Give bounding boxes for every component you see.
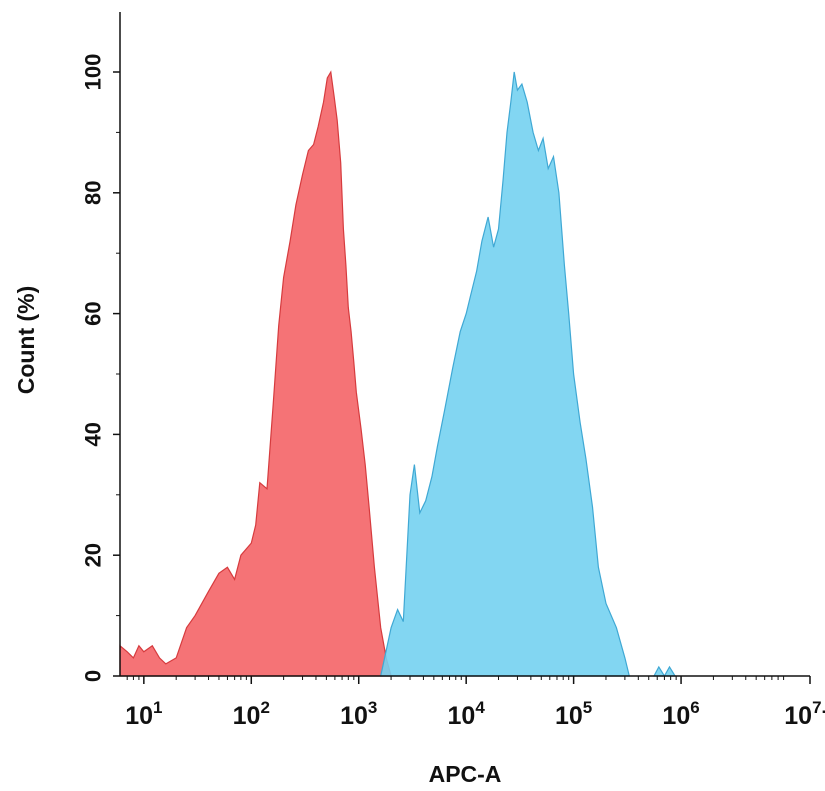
histogram-area-2: [379, 71, 631, 677]
y-tick-label: 40: [81, 422, 106, 446]
x-tick-label: 102: [233, 698, 270, 730]
histogram-tail-1: [653, 665, 677, 678]
tick-layer: 0 20 40 60 80 100 101 102 103 104 105 106 107.2: [81, 54, 825, 730]
y-tick-label: 80: [81, 181, 106, 205]
y-tick-label: 100: [81, 54, 106, 91]
y-tick-label: 60: [81, 301, 106, 325]
x-tick-label: 101: [125, 698, 162, 730]
x-tick-label: 105: [555, 698, 592, 730]
x-tick-label: 106: [662, 698, 699, 730]
x-axis-label: APC-A: [429, 761, 502, 787]
x-tick-label: 104: [448, 698, 486, 730]
y-tick-label: 0: [81, 670, 106, 682]
y-tick-label: 20: [81, 543, 106, 567]
x-tick-label: 107.2: [784, 698, 825, 730]
histogram-area-1: [119, 70, 392, 677]
y-axis-label: Count (%): [13, 286, 39, 395]
series-layer: [119, 70, 677, 678]
x-tick-label: 103: [340, 698, 377, 730]
